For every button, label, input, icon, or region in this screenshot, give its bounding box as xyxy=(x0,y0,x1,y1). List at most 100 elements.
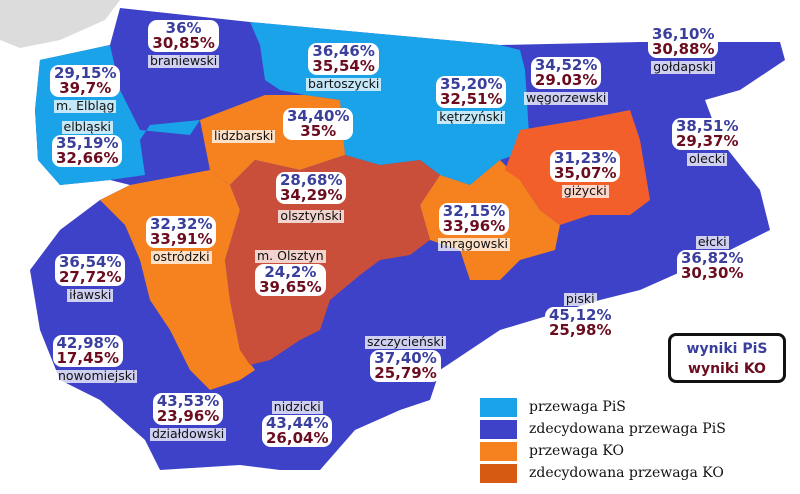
legend-item-zdecydowana-przewaga-ko: zdecydowana przewaga KO xyxy=(480,462,726,484)
pis-result: 36,82% xyxy=(681,248,744,267)
region-nidzicki: nidzicki 43,44% 26,04% xyxy=(262,398,333,447)
region-name: węgorzewski xyxy=(524,90,609,105)
region-name: nidzicki xyxy=(271,399,323,414)
key-ko-label: wyniki KO xyxy=(688,361,766,377)
ko-result: 23,96% xyxy=(156,407,220,425)
region-elcki: ełcki 36,82% 30,30% xyxy=(677,233,748,282)
region-name: bartoszycki xyxy=(306,76,382,91)
region-elblaski: elbląski 35,19% 32,66% xyxy=(52,118,123,167)
legend-item-zdecydowana-przewaga-pis: zdecydowana przewaga PiS xyxy=(480,418,726,440)
ko-result: 29.03% xyxy=(534,71,598,89)
region-mragowski: 32,15% 33,96% mrągowski xyxy=(438,202,511,252)
region-name: ostródzki xyxy=(150,249,212,264)
lagoon-shape xyxy=(0,0,120,48)
legend-label: zdecydowana przewaga PiS xyxy=(529,421,726,437)
pis-result: 35,20% xyxy=(440,75,503,93)
legend-swatch xyxy=(480,441,517,461)
ko-result: 29,37% xyxy=(676,132,739,150)
region-szczycienski: szczycieński 37,40% 25,79% xyxy=(365,333,447,382)
region-name: kętrzyński xyxy=(437,109,506,124)
region-name: mrągowski xyxy=(438,236,511,251)
legend-swatch xyxy=(480,463,517,483)
ko-result: 35,54% xyxy=(312,57,375,75)
pis-result: 43,53% xyxy=(156,392,220,410)
legend-label: zdecydowana przewaga KO xyxy=(529,465,724,481)
region-olecki: 38,51% 29,37% olecki xyxy=(672,117,743,167)
ko-result: 39,65% xyxy=(259,277,322,296)
pis-result: 43,44% xyxy=(266,413,329,432)
region-name: szczycieński xyxy=(365,334,447,349)
legend-swatch xyxy=(480,419,517,439)
ko-result: 39,7% xyxy=(59,79,112,97)
ko-result: 25,98% xyxy=(549,320,612,339)
region-nowomiejski: 42,98% 17,45% nowomiejski xyxy=(38,334,138,384)
ko-result: 30,30% xyxy=(681,263,744,282)
ko-result: 33,96% xyxy=(442,217,506,235)
pis-result: 29,15% xyxy=(54,64,117,82)
region-name: piski xyxy=(563,291,597,306)
ko-result: 25,79% xyxy=(374,363,437,382)
pis-result: 28,68% xyxy=(280,171,343,189)
pis-result: 31,23% xyxy=(554,149,617,167)
region-name: nowomiejski xyxy=(56,368,138,383)
legend-swatch xyxy=(480,397,517,417)
region-name: m. Elbląg xyxy=(53,98,117,113)
ko-result: 33,91% xyxy=(150,230,213,248)
legend-label: przewaga PiS xyxy=(529,399,626,415)
region-braniewski: 36% 30,85% braniewski xyxy=(148,19,220,69)
region-lidzbarski: 34,40% 35% xyxy=(283,107,354,140)
region-name: olecki xyxy=(687,151,728,166)
pis-result: 36,10% xyxy=(652,25,715,43)
region-name: gołdapski xyxy=(651,59,716,74)
region-name: olsztyński xyxy=(278,208,345,223)
pis-result: 32,15% xyxy=(442,202,506,220)
region-name: ełcki xyxy=(695,234,729,249)
region-m-elblag: 29,15% 39,7% m. Elbląg xyxy=(50,64,121,114)
ko-result: 35,07% xyxy=(554,164,617,182)
region-ostrodzki xyxy=(100,170,255,390)
region-wegorzewski: 34,52% 29.03% węgorzewski xyxy=(524,56,609,106)
pis-result: 32,32% xyxy=(150,215,213,233)
region-olsztynski xyxy=(225,155,440,365)
map-legend: przewaga PiS zdecydowana przewaga PiS pr… xyxy=(480,396,726,484)
pis-result: 36% xyxy=(165,19,202,37)
pis-result: 36,54% xyxy=(59,253,122,271)
pis-result: 34,40% xyxy=(287,107,350,125)
legend-label: przewaga KO xyxy=(529,443,624,459)
key-pis-label: wyniki PiS xyxy=(686,341,768,357)
region-lidzbarski-name: lidzbarski xyxy=(212,127,276,144)
ko-result: 17,45% xyxy=(56,349,119,367)
pis-result: 45,12% xyxy=(549,305,612,324)
region-gizycki: 31,23% 35,07% giżycki xyxy=(550,149,621,199)
legend-item-przewaga-ko: przewaga KO xyxy=(480,440,726,462)
region-ilawski: 36,54% 27,72% iławski xyxy=(55,253,126,303)
ko-result: 27,72% xyxy=(59,268,122,286)
region-dzialdowski: 43,53% 23,96% działdowski xyxy=(150,392,227,442)
region-goldapski: 36,10% 30,88% gołdapski xyxy=(648,25,719,75)
pis-result: 42,98% xyxy=(56,334,119,352)
region-name: działdowski xyxy=(150,426,227,441)
ko-result: 34,29% xyxy=(280,186,343,204)
ko-result: 30,88% xyxy=(652,40,715,58)
region-name: m. Olsztyn xyxy=(255,248,326,263)
region-name: lidzbarski xyxy=(212,128,276,143)
legend-item-przewaga-pis: przewaga PiS xyxy=(480,396,726,418)
region-name: iławski xyxy=(67,287,114,302)
ko-result: 35% xyxy=(300,122,337,140)
pis-result: 37,40% xyxy=(374,348,437,367)
region-name: elbląski xyxy=(61,119,113,134)
region-m-olsztyn: m. Olsztyn 24,2% 39,65% xyxy=(255,247,326,296)
ko-result: 26,04% xyxy=(266,428,329,447)
region-olsztynski: 28,68% 34,29% olsztyński xyxy=(276,171,347,224)
ko-result: 32,51% xyxy=(440,90,503,108)
pis-result: 24,2% xyxy=(264,262,317,281)
pis-result: 35,19% xyxy=(56,133,119,152)
pis-result: 34,52% xyxy=(534,56,598,74)
region-piski: piski 45,12% 25,98% xyxy=(545,290,616,339)
region-bartoszycki: 36,46% 35,54% bartoszycki xyxy=(306,42,382,92)
region-ketrzynski: 35,20% 32,51% kętrzyński xyxy=(436,75,507,125)
pis-result: 36,46% xyxy=(312,42,375,60)
region-name: braniewski xyxy=(148,53,220,68)
ko-result: 30,85% xyxy=(152,34,215,52)
pis-result: 38,51% xyxy=(676,117,739,135)
